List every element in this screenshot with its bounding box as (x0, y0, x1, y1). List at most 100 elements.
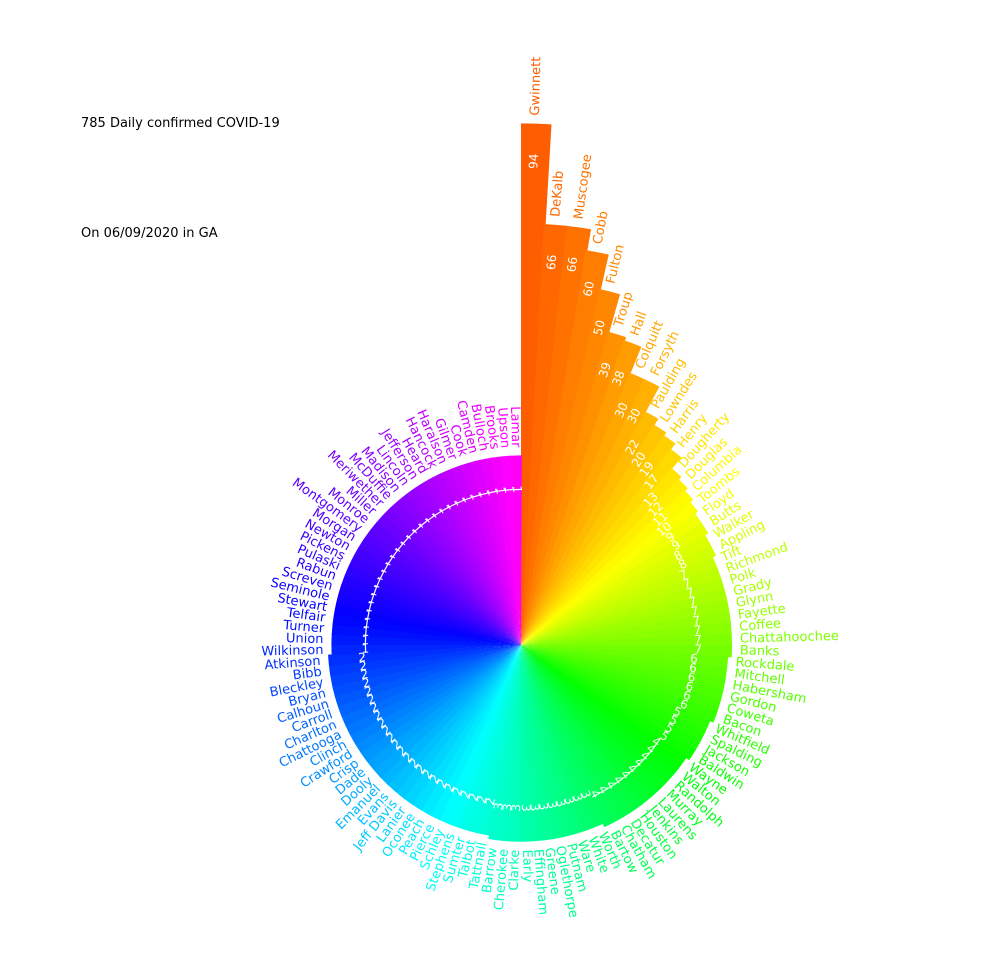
value-label: 1 (485, 487, 500, 497)
bar (521, 522, 709, 645)
value-label: 22 (622, 437, 642, 457)
category-label: Rockdale (735, 655, 795, 675)
bar (521, 467, 682, 645)
bar (344, 564, 521, 645)
value-label: 6 (688, 660, 697, 675)
value-label: 3 (527, 803, 542, 812)
bar (328, 645, 521, 677)
bar (521, 331, 627, 645)
bar (521, 645, 702, 751)
bar (521, 645, 674, 784)
bar (510, 455, 522, 645)
bar (521, 434, 676, 645)
value-label: 38 (609, 369, 627, 388)
bar (376, 514, 521, 645)
value-label: 7 (687, 594, 698, 609)
value-label: 2 (359, 667, 369, 682)
value-label: 1 (365, 599, 376, 614)
bar (395, 645, 521, 799)
bar (406, 487, 521, 645)
value-label: 30 (624, 406, 643, 426)
bar (373, 645, 521, 778)
category-label: Cherokee (492, 848, 512, 910)
bar (521, 645, 615, 828)
category-label: Brooks (481, 404, 502, 450)
bar (429, 645, 521, 821)
bar (330, 645, 521, 687)
category-label: Muscogee (572, 153, 596, 220)
bar (490, 456, 521, 645)
category-label: Wilkinson (261, 643, 324, 660)
value-label: 3 (561, 795, 577, 806)
category-label: DeKalb (548, 170, 567, 217)
value-label: 7 (692, 613, 701, 628)
bar (387, 645, 521, 793)
bar (355, 645, 521, 754)
value-label: 2 (474, 794, 489, 805)
category-label: Mitchell (733, 667, 785, 689)
bar (439, 645, 521, 825)
bar (521, 645, 543, 842)
value-label: 1 (361, 625, 370, 640)
bar (345, 645, 521, 736)
value-label: 2 (365, 692, 377, 708)
bar (423, 477, 521, 645)
value-label: 6 (681, 688, 692, 704)
bar (414, 482, 521, 645)
bar (521, 512, 703, 645)
value-label: 30 (612, 400, 631, 420)
category-label: Early (519, 849, 535, 883)
category-label: Coffee (739, 616, 782, 634)
bar (334, 645, 521, 707)
bar (521, 645, 594, 832)
bar (448, 645, 521, 829)
bar (521, 645, 687, 767)
bar (500, 455, 521, 645)
bar (380, 645, 521, 786)
bar (521, 378, 660, 645)
value-label: 2 (358, 659, 367, 674)
bar (521, 501, 699, 645)
bar (349, 645, 521, 745)
bar (366, 645, 521, 771)
bar (521, 534, 712, 645)
value-label: 66 (544, 254, 559, 270)
bar (360, 645, 521, 762)
category-label: Bibb (292, 665, 323, 684)
bar (521, 645, 634, 818)
chart-subtitle: On 06/09/2020 in GA (81, 226, 218, 241)
value-label: 1 (363, 608, 373, 623)
category-label: Upson (494, 407, 512, 449)
bar (348, 555, 521, 645)
bar (521, 633, 732, 646)
bar (337, 645, 521, 717)
bar (521, 478, 688, 645)
category-label: Greene (541, 847, 562, 896)
value-label: 2 (358, 650, 367, 665)
bar (432, 472, 521, 645)
bar (450, 465, 521, 645)
bar (390, 499, 521, 645)
value-label: 7 (694, 642, 702, 656)
value-label: 7 (690, 604, 700, 619)
bar (521, 622, 732, 645)
value-label: 6 (687, 670, 697, 685)
bar (521, 645, 604, 829)
category-label: Lamar (507, 406, 523, 448)
bar (521, 645, 553, 841)
bar (521, 556, 718, 645)
value-label: 3 (570, 792, 586, 804)
bar (470, 459, 521, 645)
value-label: 1 (362, 616, 371, 631)
chart-title: 785 Daily confirmed COVID-19 (81, 116, 280, 131)
category-label: Banks (740, 643, 780, 659)
value-label: 3 (500, 803, 515, 812)
value-label: 3 (545, 800, 560, 810)
bar (521, 645, 651, 805)
value-label: 1 (476, 488, 491, 499)
bar (521, 645, 584, 835)
bar (521, 372, 646, 645)
bar (331, 644, 521, 656)
category-label: Gwinnett (528, 56, 545, 115)
